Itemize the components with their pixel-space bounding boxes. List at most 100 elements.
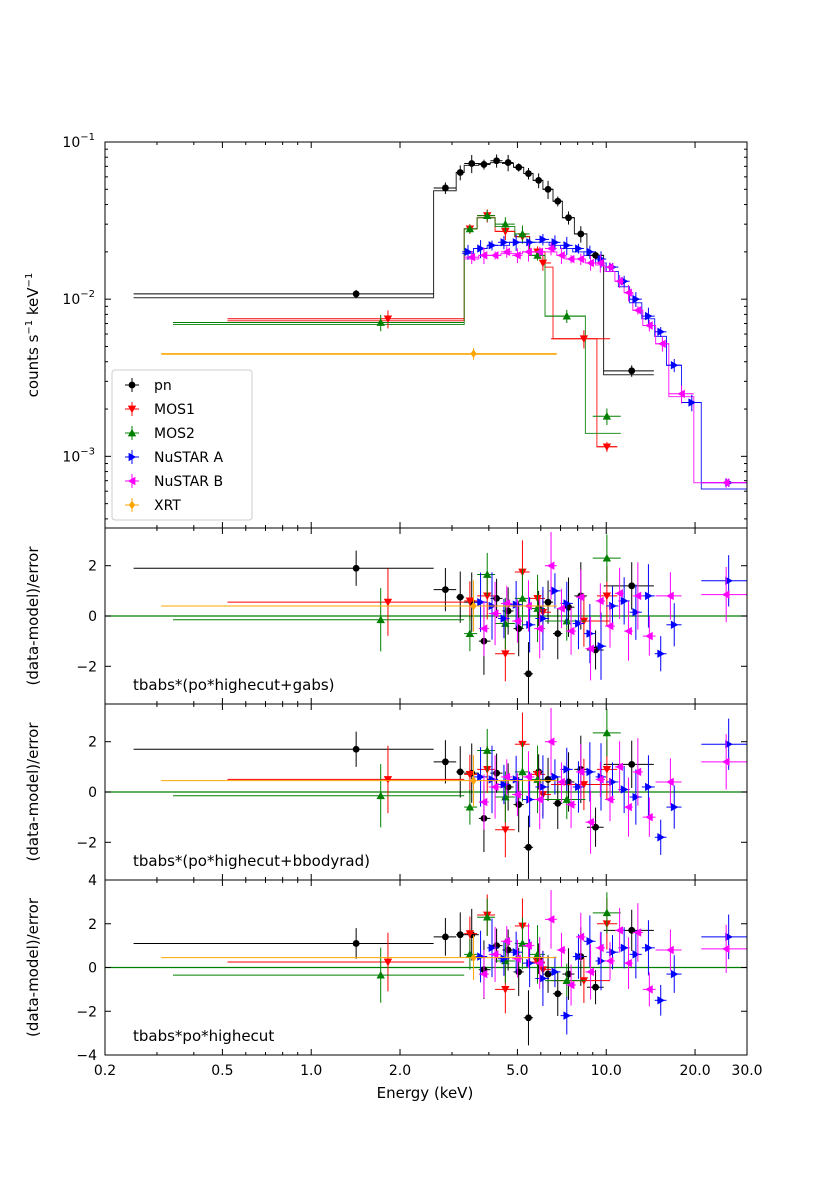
marker-pn — [456, 768, 464, 776]
data-point-nustar-b — [512, 599, 523, 643]
marker-nustar-b — [546, 915, 555, 924]
data-point-nustar-a — [572, 243, 584, 254]
marker-mos1 — [501, 650, 510, 658]
marker-nustar-b — [586, 817, 594, 827]
marker-mos1 — [602, 592, 612, 601]
x-tick-label: 1.0 — [300, 1063, 322, 1079]
marker-xrt — [470, 953, 477, 962]
marker-nustar-b — [490, 782, 499, 792]
series-pn — [133, 154, 654, 377]
y-tick-label: 10−3 — [62, 446, 95, 465]
marker-nustar-b — [479, 624, 488, 633]
data-point-nustar-b — [501, 759, 513, 795]
panel-spectrum: 10−1 10−2 10−3 counts s−1 keV−1 pn MOS1 MOS2 Nu… — [24, 132, 748, 529]
data-point-nustar-a — [666, 358, 682, 373]
marker-nustar-b — [557, 604, 565, 613]
marker-nustar-a — [657, 996, 665, 1005]
data-point-xrt — [161, 580, 557, 632]
data-point-nustar-a — [681, 394, 702, 412]
marker-nustar-a — [477, 244, 485, 253]
plot-area-spectrum — [133, 154, 747, 490]
data-point-nustar-a — [641, 920, 655, 976]
marker-nustar-b — [490, 251, 499, 260]
series-xrt — [161, 348, 557, 360]
y-axis-label: (data-model)/error — [24, 546, 42, 686]
data-point-mos1 — [551, 330, 611, 349]
data-point-nustar-b — [701, 566, 747, 623]
marker-nustar-b — [624, 288, 632, 297]
marker-pn — [456, 931, 464, 939]
marker-nustar-b — [524, 247, 532, 257]
data-point-nustar-a — [473, 747, 488, 807]
data-point-nustar-a — [487, 745, 499, 814]
data-point-nustar-b — [556, 932, 566, 968]
data-point-mos2 — [544, 963, 586, 998]
x-tick-label: 0.2 — [94, 1063, 116, 1079]
marker-pn — [352, 745, 360, 753]
series-nustar-a — [462, 233, 747, 487]
marker-nustar-a — [597, 641, 606, 651]
marker-pn — [628, 367, 636, 375]
marker-nustar-a — [575, 952, 583, 961]
marker-nustar-a — [586, 937, 595, 946]
y-tick-label: 2 — [88, 559, 97, 575]
marker-nustar-a — [539, 235, 548, 244]
marker-mos2 — [483, 746, 492, 754]
marker-nustar-b — [677, 389, 685, 398]
marker-nustar-b — [596, 943, 604, 953]
marker-nustar-a — [512, 238, 521, 247]
legend-entry-pn: pn — [125, 378, 172, 394]
marker-mos1 — [579, 335, 589, 343]
marker-nustar-a — [645, 782, 653, 792]
y-tick-label: 0 — [88, 609, 97, 625]
data-point-mos2 — [495, 217, 515, 232]
series-nustar-b — [478, 532, 747, 681]
marker-mos2 — [562, 795, 571, 803]
data-point-nustar-b — [544, 242, 557, 256]
data-point-mos1 — [227, 568, 465, 636]
data-point-pn — [542, 580, 553, 624]
marker-nustar-a — [551, 772, 560, 782]
marker-nustar-a — [670, 969, 679, 979]
marker-nustar-a — [620, 943, 629, 953]
marker-pn — [442, 184, 449, 192]
data-point-nustar-b — [624, 601, 633, 661]
marker-pn — [525, 843, 532, 851]
data-point-nustar-a — [666, 955, 682, 993]
marker-pn — [456, 169, 464, 176]
data-point-nustar-b — [595, 583, 605, 619]
data-point-nustar-b — [614, 741, 625, 793]
data-point-nustar-b — [701, 924, 747, 973]
data-point-pn — [478, 159, 491, 170]
marker-mos2 — [501, 792, 510, 801]
data-point-mos1 — [227, 310, 465, 329]
marker-pn — [442, 758, 449, 766]
data-point-nustar-b — [632, 306, 643, 315]
data-point-nustar-b — [595, 254, 605, 273]
data-point-nustar-a — [487, 918, 499, 978]
marker-nustar-b — [546, 244, 555, 253]
data-point-nustar-b — [604, 262, 615, 273]
data-point-nustar-b — [624, 777, 633, 837]
marker-nustar-b — [624, 802, 632, 812]
marker-pn — [468, 160, 476, 167]
marker-mos2 — [376, 970, 385, 979]
marker-nustar-b — [721, 944, 730, 954]
marker-nustar-a — [670, 802, 679, 812]
marker-mos1 — [602, 766, 612, 774]
legend-marker-xrt — [128, 500, 136, 510]
marker-nustar-b — [615, 762, 623, 772]
data-point-nustar-b — [544, 532, 557, 600]
legend: pn MOS1 MOS2 NuSTAR A NuSTAR B XRT — [111, 369, 253, 521]
data-point-pn — [574, 226, 587, 243]
data-point-mos2 — [514, 225, 530, 244]
data-point-mos2 — [172, 947, 465, 1003]
data-point-nustar-b — [668, 385, 694, 404]
marker-nustar-b — [586, 258, 594, 268]
data-point-nustar-b — [501, 246, 513, 258]
marker-nustar-b — [605, 621, 614, 631]
data-point-nustar-b — [614, 908, 625, 953]
data-point-nustar-b — [512, 939, 523, 978]
data-point-pn — [523, 815, 534, 879]
data-point-nustar-a — [654, 819, 667, 855]
